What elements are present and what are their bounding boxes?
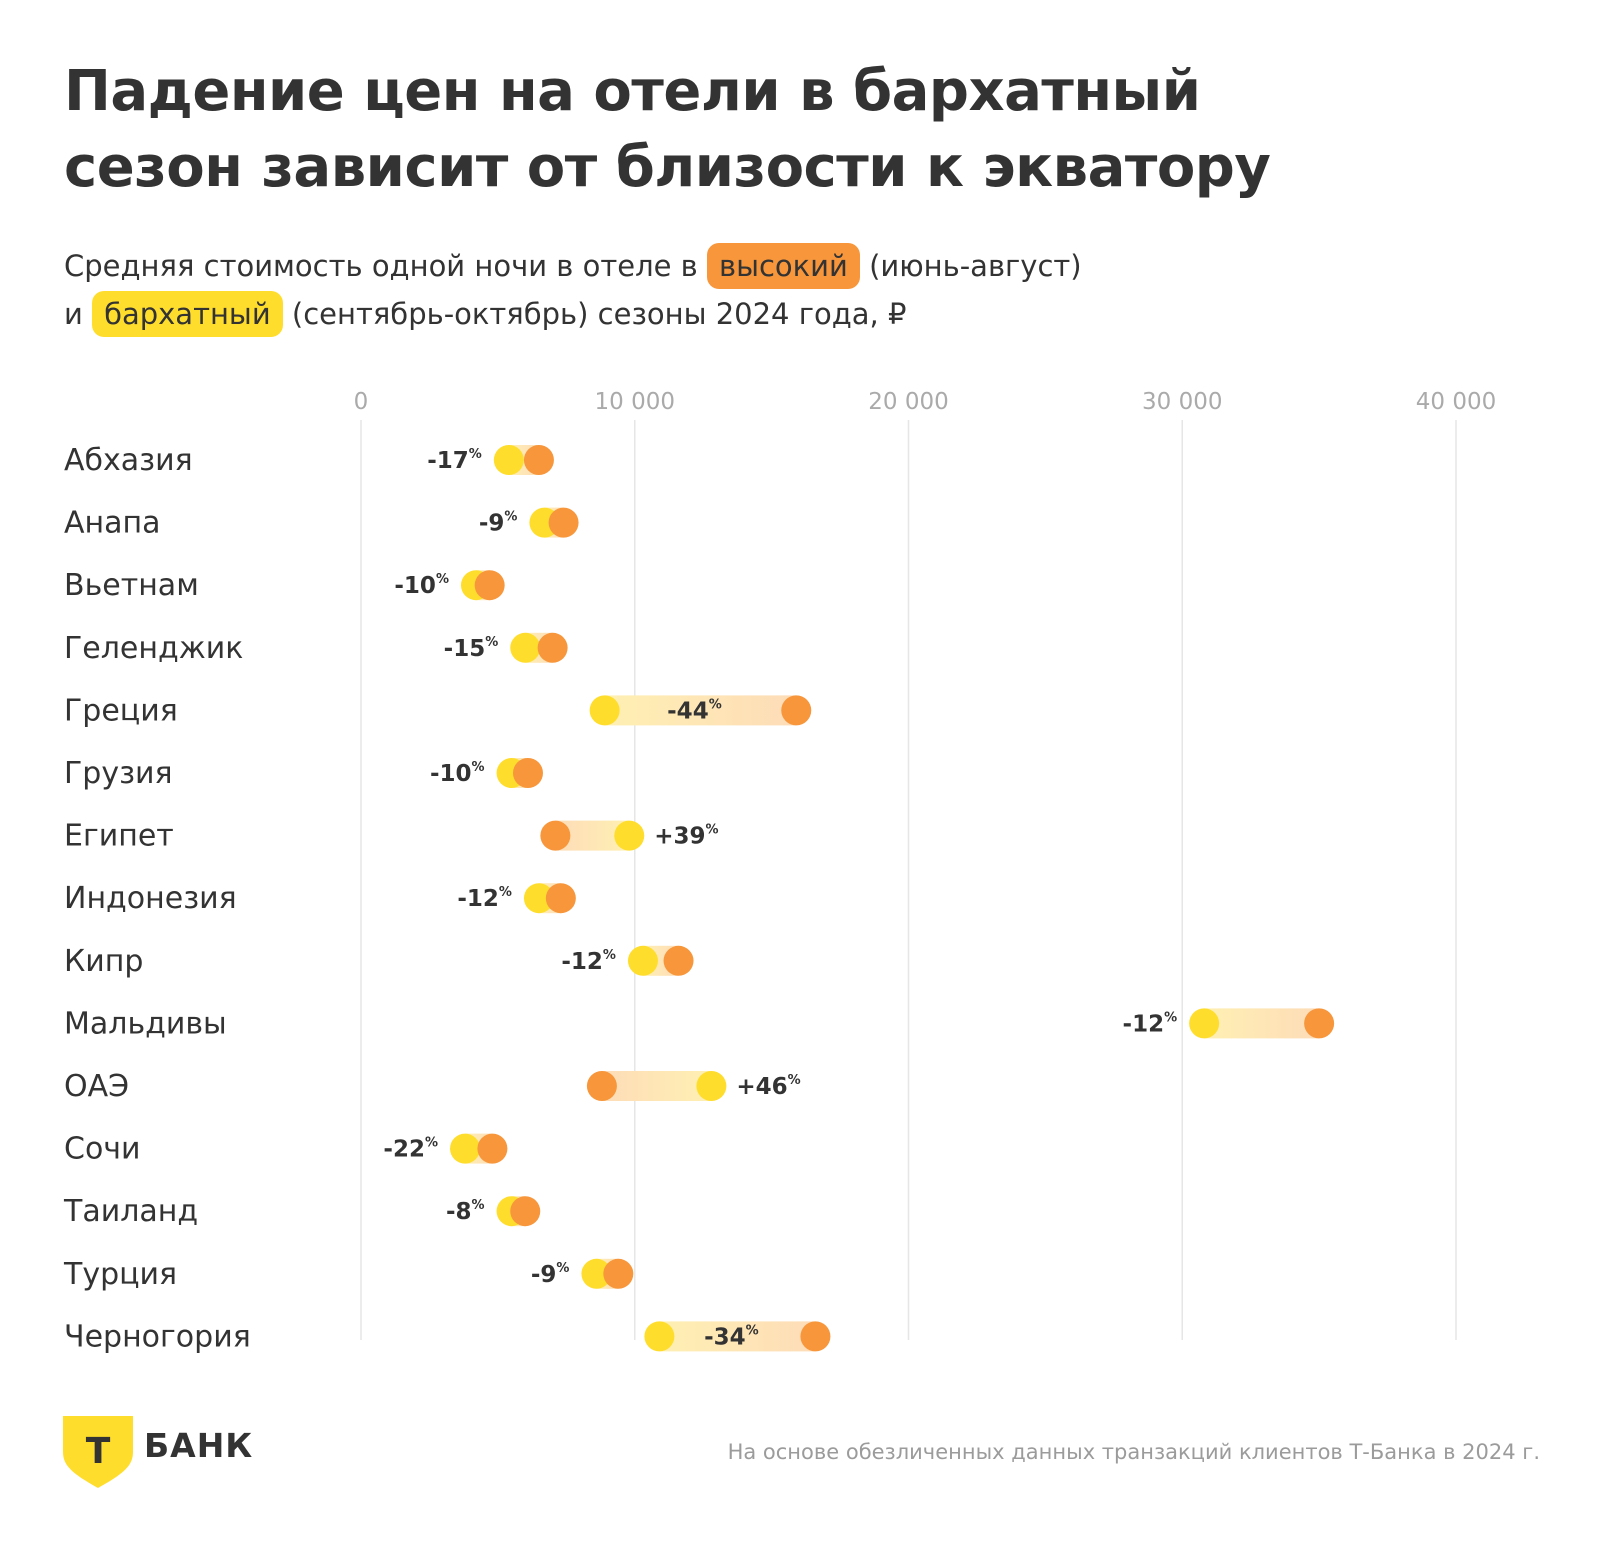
row-label: Таиланд	[63, 1194, 198, 1229]
x-tick-label: 0	[354, 389, 369, 415]
velvet-season-dot	[589, 695, 620, 726]
x-tick-label: 30 000	[1142, 389, 1222, 415]
brand-name: БАНК	[144, 1426, 254, 1465]
change-label: -9%	[479, 510, 518, 537]
chart-row: Черногория -34%	[64, 1319, 831, 1354]
high-season-dot	[586, 1071, 617, 1101]
range-bar	[1204, 1008, 1320, 1039]
chart-row: Геленджик -15%	[64, 631, 568, 666]
chart-row: Индонезия -12%	[64, 881, 576, 916]
x-tick-label: 10 000	[595, 389, 675, 415]
chart-row: Египет +39%	[64, 819, 719, 854]
x-axis-ticks: 0 10 000 20 000 30 000 40 000	[354, 389, 1497, 415]
change-label: -8%	[446, 1198, 485, 1225]
subtitle-text-1: Средняя стоимость одной ночи в отеле в	[64, 249, 698, 283]
row-label: ОАЭ	[64, 1069, 129, 1104]
row-label: Вьетнам	[64, 568, 199, 603]
change-label: -9%	[531, 1261, 570, 1288]
high-season-dot	[545, 883, 576, 914]
high-season-dot	[663, 945, 694, 976]
row-label: Кипр	[64, 944, 143, 979]
tbank-shield-logo: Т	[63, 1416, 133, 1488]
chart-title-line-2: сезон зависит от близости к экватору	[64, 135, 1271, 200]
chart-row: Таиланд -8%	[63, 1194, 541, 1229]
velvet-season-dot	[450, 1133, 481, 1164]
row-label: Анапа	[64, 506, 161, 541]
range-bar	[604, 695, 797, 726]
row-label: Абхазия	[64, 443, 193, 478]
chart-row: Мальдивы -12%	[64, 1006, 1335, 1041]
chart-title-line-1: Падение цен на отели в бархатный	[64, 59, 1201, 124]
row-label: Индонезия	[64, 881, 237, 916]
subtitle-text-4: (сентябрь-октябрь) сезоны 2024 года, ₽	[291, 297, 907, 331]
high-season-dot	[548, 507, 579, 538]
velvet-season-dot	[523, 883, 554, 914]
change-label: +46%	[736, 1073, 800, 1100]
x-tick-label: 40 000	[1416, 389, 1496, 415]
high-season-dot	[800, 1321, 831, 1352]
row-label: Турция	[63, 1257, 177, 1292]
change-label: -10%	[394, 572, 449, 599]
velvet-season-dot	[627, 945, 658, 976]
change-label: -15%	[444, 635, 499, 662]
high-season-dot	[477, 1133, 508, 1164]
velvet-season-dot	[644, 1321, 675, 1352]
change-label: +39%	[654, 823, 718, 850]
high-season-dot	[603, 1258, 634, 1289]
row-label: Египет	[64, 819, 174, 854]
grid-lines	[360, 420, 1457, 1340]
high-season-dot	[510, 1196, 541, 1227]
velvet-season-dot	[1189, 1008, 1220, 1039]
chart-row: Кипр -12%	[64, 944, 694, 979]
change-label: -17%	[427, 447, 482, 474]
velvet-season-dot	[581, 1258, 612, 1289]
high-season-dot	[540, 820, 571, 851]
chart-title: Падение цен на отели в бархатный сезон з…	[64, 54, 1504, 206]
range-bar	[601, 1071, 712, 1101]
high-season-dot	[537, 632, 568, 663]
chart-row: Грузия -10%	[64, 756, 543, 791]
dumbbell-chart: 0 10 000 20 000 30 000 40 000 Абхазия -17% Ана…	[63, 389, 1497, 1354]
change-label: -34%	[704, 1323, 759, 1350]
change-label: -12%	[1123, 1010, 1178, 1037]
change-label: -12%	[457, 885, 512, 912]
range-bar	[659, 1321, 816, 1352]
high-season-dot	[512, 758, 543, 788]
change-label: -10%	[430, 760, 485, 787]
change-label: -12%	[561, 948, 616, 975]
velvet-season-dot	[696, 1071, 727, 1101]
row-label: Грузия	[64, 756, 173, 791]
legend-high-season: высокий	[706, 243, 860, 289]
row-label: Греция	[64, 693, 178, 728]
legend-velvet-season: бархатный	[92, 291, 283, 337]
row-label: Сочи	[64, 1132, 141, 1167]
high-season-dot	[781, 695, 812, 726]
chart-row: Абхазия -17%	[64, 443, 554, 478]
change-label: -22%	[383, 1136, 438, 1163]
subtitle-text-3: и	[64, 297, 83, 331]
row-label: Мальдивы	[64, 1006, 227, 1041]
logo-letter: Т	[86, 1431, 111, 1472]
x-tick-label: 20 000	[868, 389, 948, 415]
high-season-dot	[523, 445, 554, 475]
velvet-season-dot	[493, 445, 524, 475]
chart-row: Анапа -9%	[64, 506, 579, 541]
high-season-dot	[1304, 1008, 1335, 1039]
chart-row: Сочи -22%	[64, 1132, 508, 1167]
chart-row: ОАЭ +46%	[64, 1069, 801, 1104]
chart-rows: Абхазия -17% Анапа -9% Вьетнам -10% Геленджик -…	[63, 443, 1335, 1354]
chart-row: Греция -44%	[64, 693, 812, 728]
velvet-season-dot	[614, 820, 645, 851]
chart-subtitle: Средняя стоимость одной ночи в отеле в в…	[64, 242, 1464, 338]
high-season-dot	[474, 570, 505, 601]
row-label: Геленджик	[64, 631, 243, 666]
velvet-season-dot	[510, 632, 541, 663]
chart-row: Турция -9%	[63, 1257, 634, 1292]
chart-row: Вьетнам -10%	[64, 568, 505, 603]
source-note: На основе обезличенных данных транзакций…	[727, 1440, 1540, 1464]
subtitle-text-2: (июнь-август)	[869, 249, 1082, 283]
change-label: -44%	[667, 697, 722, 724]
row-label: Черногория	[64, 1319, 251, 1354]
